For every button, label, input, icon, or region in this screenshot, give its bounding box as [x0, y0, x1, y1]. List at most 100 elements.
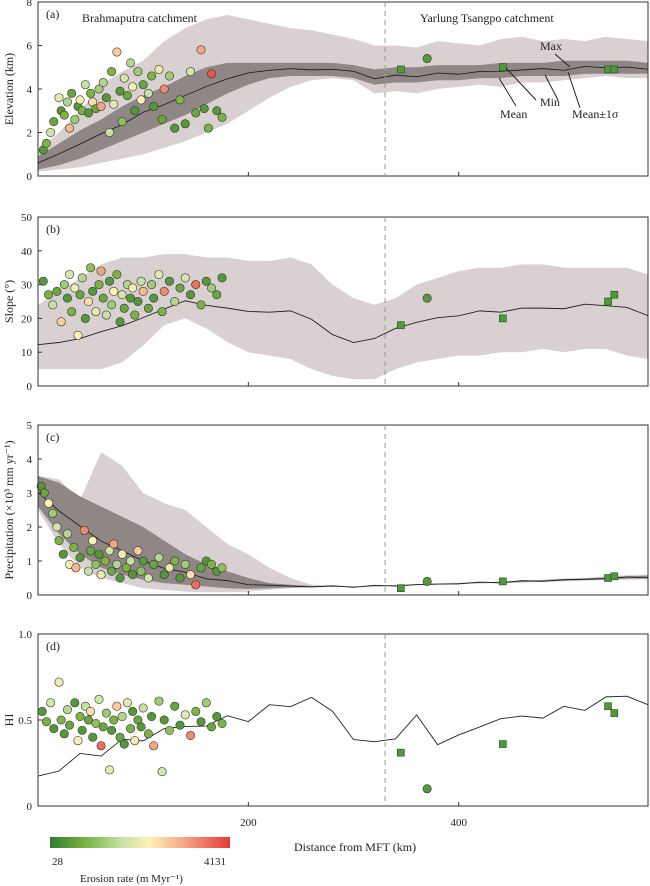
panel-letter: (b): [46, 222, 60, 236]
sample-point: [96, 741, 106, 751]
sample-point: [107, 300, 117, 310]
square-point: [610, 709, 619, 717]
sample-point: [44, 498, 54, 508]
sample-point: [109, 539, 119, 549]
sample-point: [80, 313, 90, 323]
sample-point: [65, 123, 75, 133]
sample-point: [126, 724, 136, 734]
sample-point: [138, 80, 148, 90]
sample-point: [126, 556, 136, 566]
sample-point: [83, 108, 93, 118]
sample-point: [147, 71, 157, 81]
sample-point: [154, 269, 164, 279]
sample-point: [49, 117, 59, 127]
square-point: [610, 65, 619, 74]
panel-letter: (a): [46, 7, 59, 21]
y-tick-label: 8: [27, 0, 33, 9]
sample-point: [217, 563, 227, 573]
sample-point: [138, 556, 148, 566]
sample-point: [52, 286, 62, 296]
y-tick-label: 2: [27, 522, 33, 534]
sample-point: [175, 95, 185, 105]
sample-point: [159, 570, 169, 580]
sample-point: [88, 732, 98, 742]
sample-point: [164, 563, 174, 573]
sample-point: [67, 307, 77, 317]
sample-point: [107, 725, 117, 735]
sample-point: [105, 128, 115, 138]
sample-point: [59, 280, 69, 290]
y-axis-label: Precipitation (×10³ mm yr⁻¹): [2, 440, 16, 579]
y-tick-label: 1.0: [18, 629, 32, 641]
sample-point: [191, 280, 201, 290]
sample-point: [65, 720, 75, 730]
sample-point: [422, 576, 432, 586]
mean-label: Mean: [500, 107, 527, 121]
sample-point: [91, 307, 101, 317]
sample-point: [112, 559, 122, 569]
sample-point: [119, 739, 129, 749]
sample-point: [109, 99, 119, 109]
sample-point: [164, 725, 174, 735]
sample-point: [94, 280, 104, 290]
sample-point: [101, 708, 111, 718]
yarlung-label: Yarlung Tsangpo catchment: [420, 11, 554, 25]
sample-point: [147, 280, 157, 290]
sample-point: [112, 269, 122, 279]
y-tick-label: 30: [21, 280, 33, 292]
y-tick-label: 40: [21, 246, 33, 258]
sample-point: [136, 722, 146, 732]
sample-point: [149, 741, 159, 751]
sample-point: [196, 300, 206, 310]
sample-point: [119, 73, 129, 83]
y-tick-label: 4: [27, 84, 33, 96]
sample-point: [159, 715, 169, 725]
square-point: [499, 740, 507, 748]
sample-point: [65, 269, 75, 279]
panel-4: 0 0.5 1.0 200 400 (d) HI: [2, 629, 649, 829]
sample-point: [59, 729, 69, 739]
sample-point: [128, 570, 138, 580]
sample-point: [109, 286, 119, 296]
sample-point: [422, 54, 432, 64]
max-label: Max: [540, 39, 562, 53]
sample-point: [149, 293, 159, 303]
sample-point: [136, 95, 146, 105]
sample-point: [96, 101, 106, 111]
y-tick-label: 4: [27, 454, 33, 466]
sample-point: [138, 703, 148, 713]
sample-point: [98, 77, 108, 87]
square-point: [397, 748, 405, 757]
sample-point: [164, 276, 174, 286]
sample-point: [86, 263, 96, 273]
colorbar-label: Erosion rate (m Myr⁻¹): [80, 873, 183, 885]
sample-point: [105, 546, 115, 556]
sample-point: [62, 529, 72, 539]
sample-point: [191, 580, 201, 590]
brahmaputra-label: Brahmaputra catchment: [82, 11, 198, 25]
sample-point: [133, 546, 143, 556]
range-band: [38, 254, 648, 380]
sample-point: [83, 715, 93, 725]
annotation-arrows: [498, 53, 581, 109]
colorbar-min-label: 28: [52, 856, 64, 868]
sample-point: [130, 106, 140, 116]
sample-point: [170, 123, 180, 133]
sample-point: [115, 732, 125, 742]
square-point: [604, 574, 612, 582]
sample-point: [201, 276, 211, 286]
sample-point: [170, 701, 180, 711]
sample-point: [149, 101, 159, 111]
y-axis-label: Elevation (km): [2, 53, 16, 125]
sample-point: [159, 84, 169, 94]
square-point: [499, 314, 507, 323]
min-label: Min: [540, 95, 560, 109]
sample-point: [133, 296, 143, 306]
y-tick-label: 0: [27, 381, 33, 393]
sample-point: [77, 725, 87, 735]
sample-point: [98, 722, 108, 732]
sample-point: [100, 556, 110, 566]
mean-line: [37, 66, 649, 164]
x-tick-label: 200: [240, 817, 257, 829]
sample-point: [207, 69, 217, 79]
